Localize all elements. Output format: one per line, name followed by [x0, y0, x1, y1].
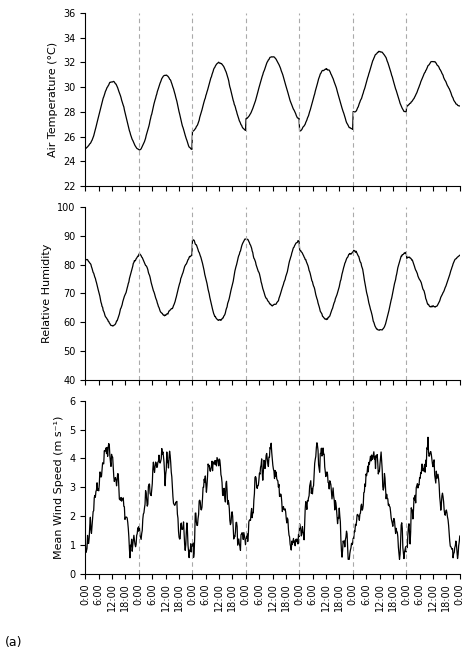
- Y-axis label: Air Temperature (°C): Air Temperature (°C): [47, 42, 57, 157]
- Y-axis label: Mean Wind Speed (m s⁻¹): Mean Wind Speed (m s⁻¹): [54, 415, 64, 559]
- Text: (a): (a): [5, 636, 22, 649]
- Y-axis label: Relative Humidity: Relative Humidity: [42, 244, 52, 343]
